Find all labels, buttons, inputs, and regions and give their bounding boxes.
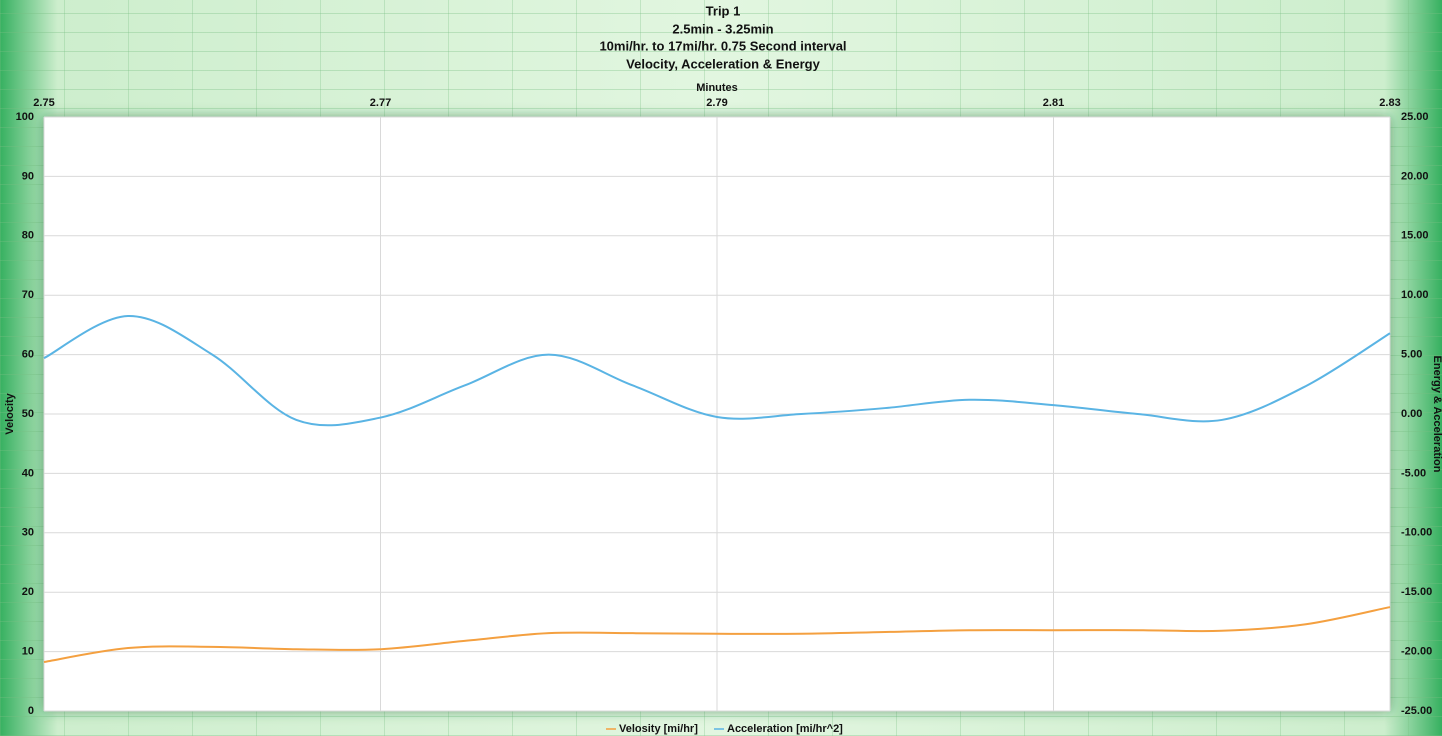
y-tick-label: 60 [22, 349, 34, 361]
y2-axis-label: Energy & Acceleration [1431, 356, 1442, 473]
y2-tick-label: 0.00 [1401, 408, 1422, 420]
x-axis-label: Minutes [696, 82, 738, 94]
x-tick-label: 2.83 [1379, 97, 1400, 109]
y-tick-label: 30 [22, 527, 34, 539]
y2-tick-label: 5.00 [1401, 349, 1422, 361]
y-tick-label: 70 [22, 289, 34, 301]
y-tick-label: 10 [22, 646, 34, 658]
y2-tick-label: 10.00 [1401, 289, 1429, 301]
chart-subtitle: 10mi/hr. to 17mi/hr. 0.75 Second interva… [599, 38, 846, 53]
y-tick-label: 90 [22, 170, 34, 182]
y-tick-label: 0 [28, 705, 34, 717]
y-tick-label: 50 [22, 408, 34, 420]
y-tick-label: 80 [22, 230, 34, 242]
y-axis-label: Velocity [4, 392, 16, 434]
y2-tick-label: -5.00 [1401, 467, 1426, 479]
x-tick-label: 2.77 [370, 97, 391, 109]
chart-title: Trip 1 [706, 3, 741, 18]
y-tick-label: 20 [22, 586, 34, 598]
x-tick-label: 2.81 [1043, 97, 1064, 109]
series-line [43, 314, 1391, 427]
y2-tick-label: -15.00 [1401, 586, 1432, 598]
y2-tick-label: 20.00 [1401, 170, 1429, 182]
series-line [43, 606, 1391, 663]
y2-tick-label: 15.00 [1401, 230, 1429, 242]
y2-tick-label: -10.00 [1401, 527, 1432, 539]
x-tick-label: 2.75 [33, 97, 54, 109]
chart-subtitle: 2.5min - 3.25min [672, 21, 773, 36]
y-tick-label: 100 [16, 111, 34, 123]
y2-tick-label: -20.00 [1401, 646, 1432, 658]
y-tick-label: 40 [22, 467, 34, 479]
legend-label: Velosity [mi/hr] [619, 723, 698, 735]
y2-tick-label: 25.00 [1401, 111, 1429, 123]
x-tick-label: 2.79 [706, 97, 727, 109]
legend-label: Acceleration [mi/hr^2] [727, 723, 843, 735]
y2-tick-label: -25.00 [1401, 705, 1432, 717]
chart-subtitle: Velocity, Acceleration & Energy [626, 56, 820, 71]
